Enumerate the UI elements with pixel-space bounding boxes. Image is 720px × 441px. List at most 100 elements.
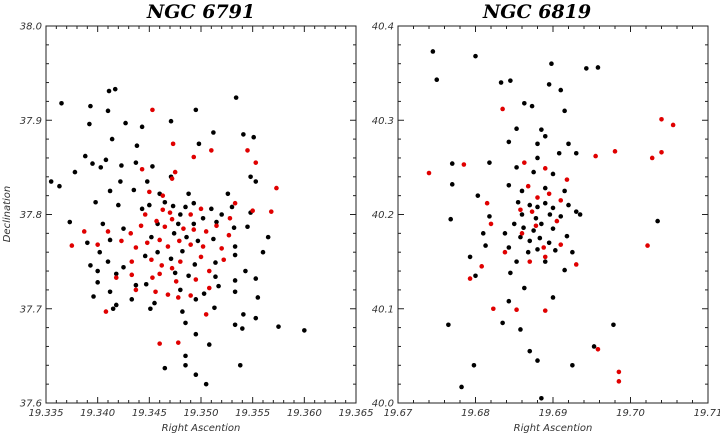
scatter-point bbox=[518, 234, 523, 240]
scatter-point bbox=[172, 169, 178, 175]
scatter-point bbox=[105, 259, 111, 264]
y-tick-label: 40.3 bbox=[372, 116, 394, 127]
scatter-point bbox=[550, 205, 556, 211]
scatter-point bbox=[193, 372, 199, 378]
scatter-point bbox=[209, 206, 214, 212]
scatter-point bbox=[487, 160, 492, 165]
scatter-point bbox=[448, 216, 454, 222]
scatter-point bbox=[475, 193, 481, 198]
scatter-point bbox=[129, 297, 135, 302]
scatter-point bbox=[191, 227, 197, 232]
scatter-point bbox=[645, 243, 650, 248]
scatter-point bbox=[168, 256, 174, 262]
plot-frame bbox=[45, 25, 357, 404]
scatter-point bbox=[531, 228, 536, 233]
scatter-point bbox=[59, 100, 64, 106]
scatter-point bbox=[214, 219, 219, 225]
scatter-point bbox=[542, 185, 548, 191]
scatter-point bbox=[535, 195, 540, 200]
scatter-point bbox=[533, 223, 539, 229]
scatter-point bbox=[186, 191, 191, 197]
scatter-point bbox=[546, 191, 552, 197]
y-axis-label: Declination bbox=[2, 186, 13, 243]
y-tick-label: 40.0 bbox=[372, 399, 394, 410]
scatter-point bbox=[241, 132, 246, 137]
x-tick-label: 19.360 bbox=[287, 408, 322, 419]
scatter-point bbox=[191, 200, 197, 206]
scatter-point bbox=[196, 141, 202, 147]
scatter-point bbox=[233, 95, 239, 100]
scatter-point bbox=[430, 49, 436, 54]
scatter-point bbox=[529, 103, 535, 109]
scatter-point bbox=[193, 277, 199, 282]
scatter-point bbox=[506, 139, 512, 145]
scatter-point bbox=[116, 202, 121, 208]
scatter-point bbox=[183, 353, 188, 359]
scatter-point bbox=[255, 295, 261, 300]
scatter-point bbox=[169, 216, 175, 222]
scatter-point bbox=[570, 249, 575, 255]
scatter-point bbox=[225, 191, 231, 197]
scatter-point bbox=[467, 254, 473, 260]
scatter-point bbox=[531, 169, 536, 175]
scatter-point bbox=[434, 77, 440, 83]
x-tick-label: 19.355 bbox=[235, 408, 270, 419]
scatter-point bbox=[90, 161, 95, 166]
scatter-point bbox=[515, 199, 521, 205]
scatter-point bbox=[129, 259, 135, 264]
scatter-point bbox=[203, 229, 209, 234]
scatter-point bbox=[162, 199, 168, 205]
scatter-point bbox=[655, 218, 660, 224]
scatter-point bbox=[139, 166, 145, 172]
y-tick-label: 40.2 bbox=[372, 210, 394, 221]
scatter-point bbox=[95, 268, 100, 274]
scatter-point bbox=[149, 257, 154, 263]
scatter-point bbox=[142, 253, 148, 259]
x-tick-label: 19.365 bbox=[339, 408, 374, 419]
scatter-point bbox=[183, 363, 188, 368]
scatter-point bbox=[159, 263, 165, 268]
scatter-point bbox=[172, 270, 178, 276]
scatter-point bbox=[170, 141, 176, 147]
scatter-point bbox=[184, 234, 189, 240]
scatter-point bbox=[139, 206, 145, 212]
scatter-point bbox=[147, 189, 152, 195]
scatter-point bbox=[67, 219, 73, 225]
scatter-point bbox=[471, 363, 477, 368]
scatter-point bbox=[129, 272, 135, 278]
scatter-point bbox=[153, 289, 158, 295]
scatter-point bbox=[175, 221, 181, 227]
scatter-point bbox=[69, 243, 75, 248]
scatter-point bbox=[537, 235, 543, 241]
scatter-point bbox=[169, 176, 175, 181]
scatter-point bbox=[138, 223, 144, 229]
scatter-point bbox=[498, 80, 504, 85]
scatter-point bbox=[177, 238, 182, 244]
x-tick-label: 19.68 bbox=[461, 408, 490, 419]
scatter-point bbox=[200, 215, 206, 221]
scatter-point bbox=[459, 384, 464, 390]
scatter-point bbox=[573, 150, 579, 156]
scatter-point bbox=[508, 78, 513, 83]
scatter-point bbox=[595, 346, 601, 352]
scatter-point bbox=[550, 171, 556, 177]
scatter-point bbox=[167, 210, 173, 215]
scatter-point bbox=[183, 320, 188, 326]
scatter-point bbox=[178, 287, 183, 293]
y-tick-label: 37.8 bbox=[20, 210, 42, 221]
scatter-point bbox=[105, 108, 111, 114]
scatter-point bbox=[119, 238, 124, 244]
scatter-point bbox=[591, 344, 597, 349]
scatter-point bbox=[539, 127, 544, 132]
scatter-point bbox=[649, 155, 655, 161]
panel-ngc-6819: NGC 6819 19.67 19.68 19.69 19.70 19.71 40.0 40… bbox=[372, 1, 720, 434]
scatter-point bbox=[616, 369, 622, 375]
scatter-point bbox=[542, 259, 548, 264]
scatter-point bbox=[142, 212, 148, 217]
scatter-point bbox=[82, 153, 88, 159]
scatter-point bbox=[502, 249, 508, 255]
x-tick-label: 19.350 bbox=[184, 408, 219, 419]
scatter-point bbox=[113, 302, 119, 308]
scatter-point bbox=[198, 254, 204, 260]
scatter-point bbox=[542, 133, 548, 139]
